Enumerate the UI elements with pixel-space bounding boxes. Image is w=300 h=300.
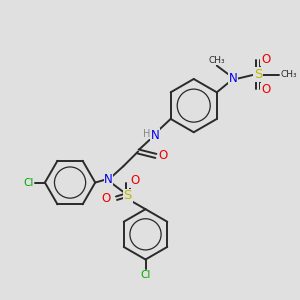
Text: S: S <box>124 189 132 203</box>
Text: H: H <box>143 129 150 139</box>
Text: O: O <box>261 53 270 66</box>
Text: N: N <box>104 173 113 186</box>
Text: O: O <box>159 149 168 162</box>
Text: Cl: Cl <box>23 178 34 188</box>
Text: Cl: Cl <box>140 271 151 281</box>
Text: S: S <box>254 68 262 81</box>
Text: O: O <box>130 174 139 187</box>
Text: CH₃: CH₃ <box>208 56 225 65</box>
Text: N: N <box>229 73 237 85</box>
Text: O: O <box>261 83 270 96</box>
Text: N: N <box>151 129 159 142</box>
Text: CH₃: CH₃ <box>281 70 298 79</box>
Text: O: O <box>102 192 111 205</box>
